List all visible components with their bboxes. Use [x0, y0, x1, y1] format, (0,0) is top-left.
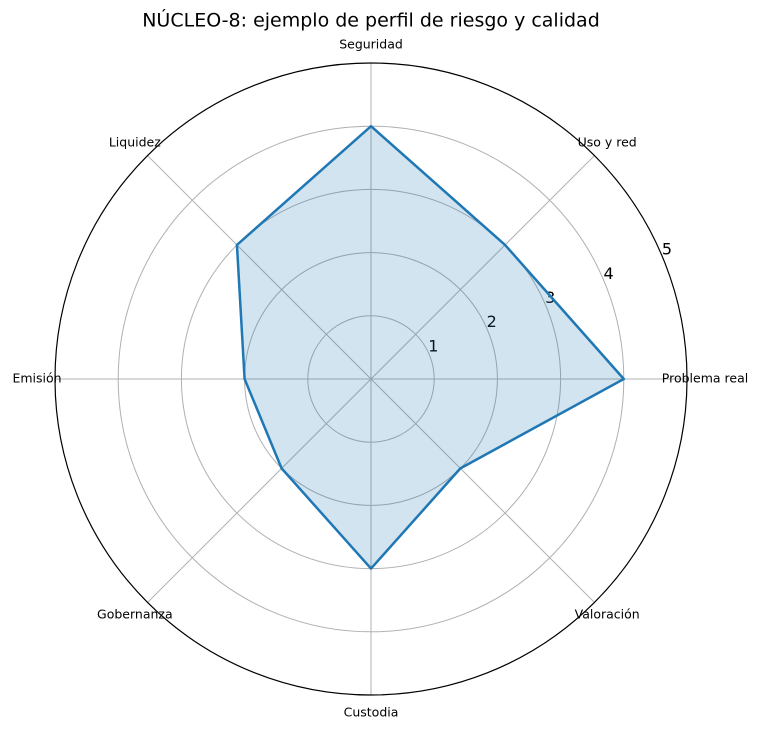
outer-ring [54, 62, 688, 696]
grid-circle [307, 315, 435, 443]
category-label: Emisión [12, 371, 61, 386]
spoke [147, 155, 372, 380]
spoke [147, 378, 372, 603]
category-label: Uso y red [578, 134, 637, 149]
category-label: Problema real [662, 371, 748, 386]
r-tick-label: 1 [428, 336, 438, 355]
chart-title: NÚCLEO-8: ejemplo de perfil de riesgo y … [142, 8, 600, 32]
category-label: Gobernanza [97, 607, 173, 622]
category-label: Valoración [575, 607, 640, 622]
spoke [370, 155, 595, 380]
radar-area [236, 126, 624, 569]
spoke [370, 378, 595, 603]
category-label: Seguridad [339, 37, 403, 52]
r-tick-label: 2 [487, 312, 497, 331]
category-label: Liquidez [109, 134, 161, 149]
category-label: Custodia [344, 705, 399, 720]
r-tick-label: 4 [603, 264, 613, 283]
radar-line [235, 124, 626, 570]
r-tick-label: 5 [662, 240, 672, 259]
